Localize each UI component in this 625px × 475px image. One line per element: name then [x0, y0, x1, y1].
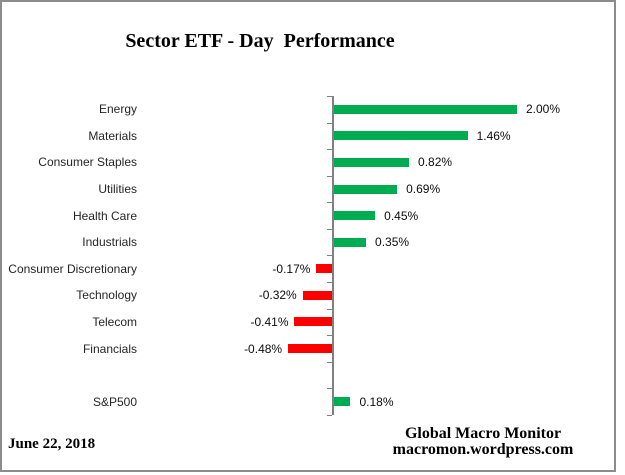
- negative-bar: [294, 317, 332, 327]
- axis-tick: [327, 255, 332, 257]
- category-label: Industrials: [82, 235, 137, 250]
- negative-bar: [316, 264, 332, 274]
- category-label: Energy: [98, 102, 137, 117]
- category-label: Consumer Discretionary: [8, 261, 137, 276]
- value-label: 0.82%: [418, 155, 453, 170]
- axis-tick: [327, 308, 332, 310]
- axis-tick: [327, 335, 332, 337]
- value-axis-line: [332, 96, 334, 415]
- negative-bar: [302, 290, 332, 300]
- category-label: S&P500: [92, 394, 137, 409]
- value-label: 2.00%: [526, 102, 561, 117]
- axis-tick: [327, 414, 332, 416]
- positive-bar: [334, 211, 376, 221]
- value-label: -0.17%: [272, 261, 311, 276]
- value-label: 0.69%: [406, 182, 441, 197]
- value-label: 0.45%: [384, 208, 419, 223]
- value-label: -0.41%: [250, 314, 289, 329]
- value-label: -0.32%: [258, 288, 297, 303]
- positive-bar: [334, 397, 351, 407]
- axis-tick: [327, 361, 332, 363]
- category-label: Consumer Staples: [38, 155, 137, 170]
- axis-tick: [327, 202, 332, 204]
- category-label: Financials: [82, 341, 137, 356]
- source-url: macromon.wordpress.com: [392, 440, 574, 458]
- axis-tick: [327, 282, 332, 284]
- category-label: Utilities: [98, 182, 137, 197]
- positive-bar: [334, 237, 367, 247]
- axis-tick: [327, 122, 332, 124]
- category-label: Technology: [76, 288, 137, 303]
- axis-tick: [327, 228, 332, 230]
- axis-tick: [327, 96, 332, 97]
- date-label: June 22, 2018: [8, 436, 96, 452]
- value-label: 0.35%: [375, 235, 410, 250]
- value-label: -0.48%: [244, 341, 283, 356]
- category-label: Telecom: [92, 314, 137, 329]
- positive-bar: [334, 104, 517, 114]
- value-label: 1.46%: [476, 128, 511, 143]
- negative-bar: [288, 344, 332, 354]
- category-label: Health Care: [72, 208, 137, 223]
- positive-bar: [334, 157, 410, 167]
- chart-frame: [0, 0, 616, 472]
- chart-title: Sector ETF - Day Performance: [125, 30, 395, 52]
- positive-bar: [334, 131, 468, 141]
- source-name: Global Macro Monitor: [404, 425, 562, 442]
- axis-tick: [327, 388, 332, 390]
- axis-tick: [327, 149, 332, 151]
- axis-tick: [327, 175, 332, 177]
- category-label: Materials: [88, 128, 137, 143]
- positive-bar: [334, 184, 398, 194]
- value-label: 0.18%: [359, 394, 394, 409]
- source-block: Global Macro Monitor macromon.wordpress.…: [378, 426, 588, 457]
